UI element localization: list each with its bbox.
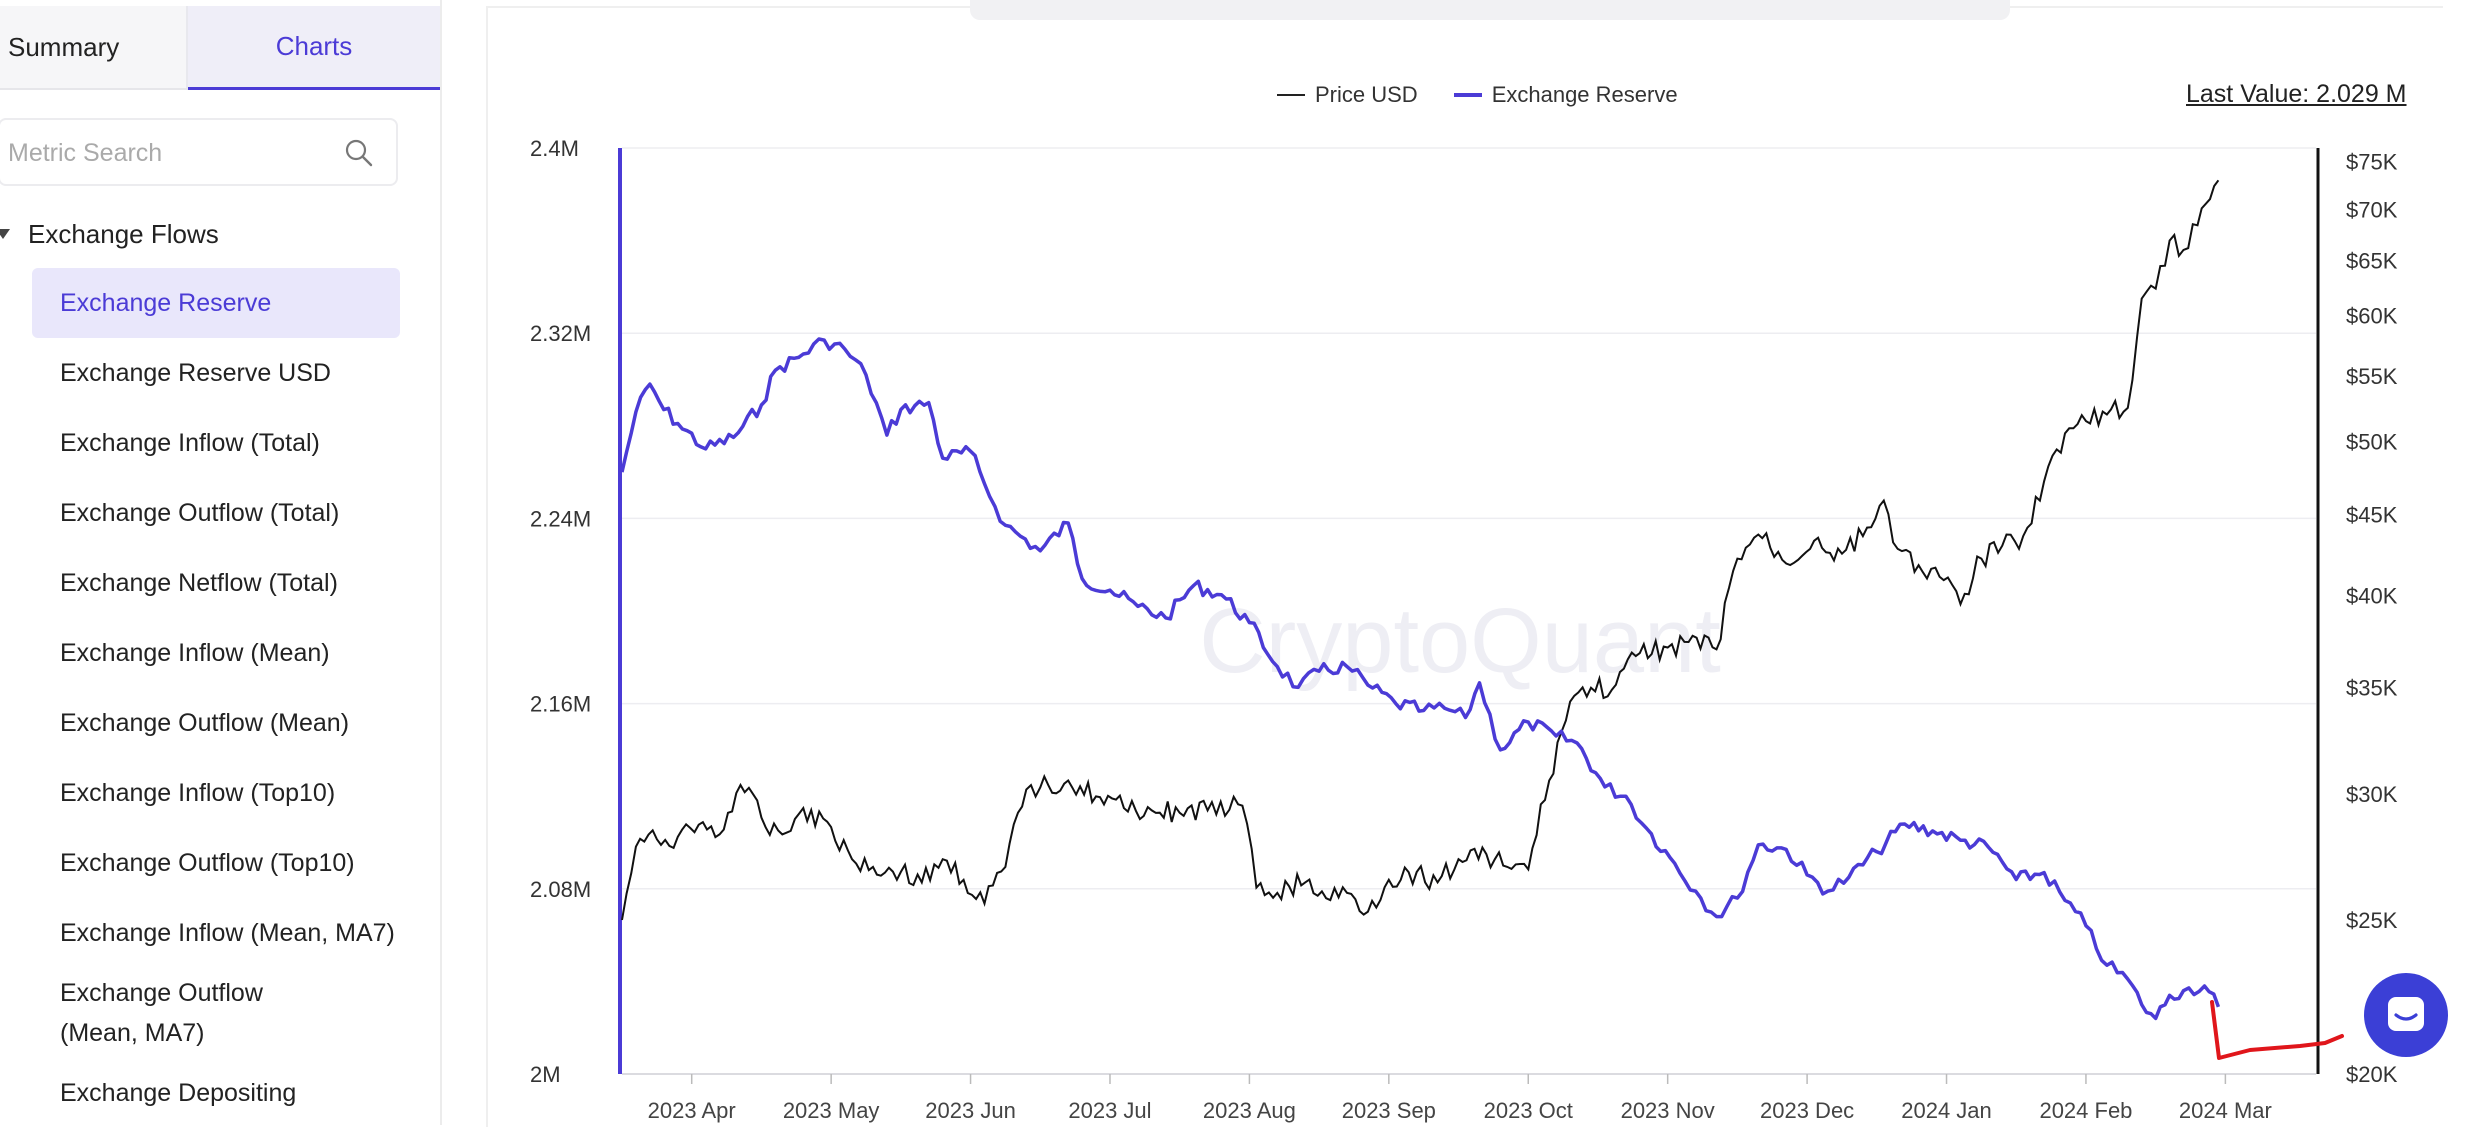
left-tick-label: 2.16M bbox=[530, 692, 591, 717]
right-tick-label: $30K bbox=[2346, 782, 2398, 807]
x-tick-label: 2023 Nov bbox=[1621, 1098, 1715, 1123]
menu-item-exchange-netflow-total[interactable]: Exchange Netflow (Total) bbox=[60, 568, 338, 597]
menu-item-exchange-inflow-total[interactable]: Exchange Inflow (Total) bbox=[60, 428, 320, 457]
chart-area bbox=[442, 0, 2471, 1127]
left-tick-label: 2.08M bbox=[530, 877, 591, 902]
x-tick-label: 2023 Dec bbox=[1760, 1098, 1854, 1123]
menu-item-exchange-outflow-mean[interactable]: Exchange Outflow (Mean) bbox=[60, 708, 350, 737]
right-tick-label: $50K bbox=[2346, 430, 2398, 455]
toolbar-strip bbox=[970, 0, 2010, 20]
search-icon[interactable] bbox=[344, 138, 374, 168]
chat-icon bbox=[2388, 997, 2424, 1031]
menu-item-exchange-outflow-top10[interactable]: Exchange Outflow (Top10) bbox=[60, 848, 355, 877]
sidebar: Summary Charts Exchange Flows Exchange R… bbox=[0, 0, 442, 1125]
x-tick-label: 2023 Jun bbox=[925, 1098, 1016, 1123]
menu-item-exchange-inflow-mean-ma7[interactable]: Exchange Inflow (Mean, MA7) bbox=[60, 918, 395, 947]
x-tick-label: 2023 Oct bbox=[1484, 1098, 1573, 1123]
legend-swatch-reserve bbox=[1453, 93, 1482, 97]
menu-item-exchange-outflow-total[interactable]: Exchange Outflow (Total) bbox=[60, 498, 340, 527]
x-tick-label: 2023 Jul bbox=[1068, 1098, 1151, 1123]
menu-item-exchange-inflow-mean[interactable]: Exchange Inflow (Mean) bbox=[60, 638, 330, 667]
menu-item-exchange-outflow-mean-ma7[interactable]: Exchange Outflow (Mean, MA7) bbox=[60, 979, 263, 1047]
legend-label-reserve: Exchange Reserve bbox=[1491, 82, 1678, 107]
grid bbox=[622, 147, 2316, 1075]
metric-menu: Exchange Reserve Exchange Reserve USD Ex… bbox=[32, 268, 400, 1128]
right-tick-label: $75K bbox=[2346, 150, 2398, 175]
search-input[interactable] bbox=[6, 134, 330, 172]
legend-item-price[interactable]: Price USD bbox=[1277, 82, 1418, 108]
price-series-line[interactable] bbox=[621, 179, 2220, 921]
last-value-readout: Last Value: 2.029 M bbox=[2186, 80, 2407, 108]
metric-search[interactable] bbox=[0, 118, 398, 186]
tab-bar: Summary Charts bbox=[0, 0, 440, 90]
chart-legend: Price USD Exchange Reserve bbox=[1277, 80, 1714, 110]
menu-item-exchange-reserve[interactable]: Exchange Reserve bbox=[32, 268, 400, 338]
left-tick-label: 2.32M bbox=[530, 321, 591, 346]
right-tick-label: $65K bbox=[2346, 248, 2398, 273]
x-axis-ticks: 2023 Apr 2023 May 2023 Jun 2023 Jul 2023 Aug… bbox=[648, 1074, 2272, 1123]
right-tick-label: $70K bbox=[2346, 197, 2398, 222]
x-tick-label: 2023 Apr bbox=[648, 1098, 736, 1123]
watermark: CryptoQuant bbox=[1199, 590, 1721, 692]
left-axis-ticks: 2M 2.08M 2.16M 2.24M 2.32M 2.4M bbox=[530, 136, 591, 1087]
section-title: Exchange Flows bbox=[28, 218, 219, 249]
right-tick-label: $25K bbox=[2346, 908, 2398, 933]
x-tick-label: 2023 May bbox=[783, 1098, 880, 1123]
right-tick-label: $45K bbox=[2346, 502, 2398, 527]
legend-item-reserve[interactable]: Exchange Reserve bbox=[1453, 82, 1678, 108]
x-tick-label: 2024 Jan bbox=[1901, 1098, 1992, 1123]
right-tick-label: $40K bbox=[2346, 584, 2398, 609]
menu-item-exchange-reserve-usd[interactable]: Exchange Reserve USD bbox=[60, 358, 331, 387]
x-tick-label: 2023 Aug bbox=[1203, 1098, 1296, 1123]
right-tick-label: $20K bbox=[2346, 1062, 2398, 1087]
legend-label-price: Price USD bbox=[1315, 82, 1418, 107]
section-exchange-flows[interactable]: Exchange Flows bbox=[0, 217, 219, 251]
right-tick-label: $60K bbox=[2346, 304, 2398, 329]
x-tick-label: 2024 Feb bbox=[2039, 1098, 2132, 1123]
caret-down-icon bbox=[0, 229, 10, 239]
chat-button[interactable] bbox=[2364, 973, 2448, 1057]
right-axis-ticks: $20K $25K $30K $35K $40K $45K $50K $55K $60K $65K… bbox=[2346, 150, 2398, 1087]
right-tick-label: $35K bbox=[2346, 676, 2398, 701]
x-tick-label: 2024 Mar bbox=[2179, 1098, 2272, 1123]
red-annotation-mark bbox=[2210, 1000, 2344, 1060]
right-tick-label: $55K bbox=[2346, 364, 2398, 389]
menu-item-exchange-depositing[interactable]: Exchange Depositing bbox=[60, 1078, 297, 1107]
reserve-series-line[interactable] bbox=[620, 337, 2221, 1021]
tab-summary[interactable]: Summary bbox=[0, 6, 188, 90]
left-tick-label: 2M bbox=[530, 1062, 561, 1087]
menu-item-exchange-inflow-top10[interactable]: Exchange Inflow (Top10) bbox=[60, 778, 336, 807]
left-tick-label: 2.4M bbox=[530, 136, 579, 161]
left-tick-label: 2.24M bbox=[530, 506, 591, 531]
tab-charts[interactable]: Charts bbox=[188, 6, 440, 90]
legend-swatch-price bbox=[1277, 94, 1305, 96]
x-tick-label: 2023 Sep bbox=[1342, 1098, 1436, 1123]
